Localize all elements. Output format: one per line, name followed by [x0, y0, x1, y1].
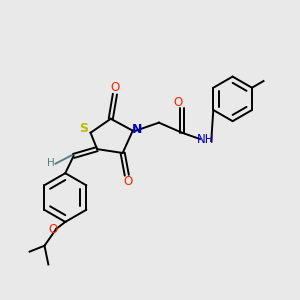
Text: O: O: [110, 81, 120, 94]
Text: O: O: [123, 175, 132, 188]
Text: H: H: [47, 158, 55, 168]
Text: N: N: [132, 123, 143, 136]
Text: O: O: [173, 96, 182, 109]
Text: S: S: [80, 122, 88, 135]
Text: NH: NH: [197, 133, 214, 146]
Text: O: O: [49, 223, 58, 236]
